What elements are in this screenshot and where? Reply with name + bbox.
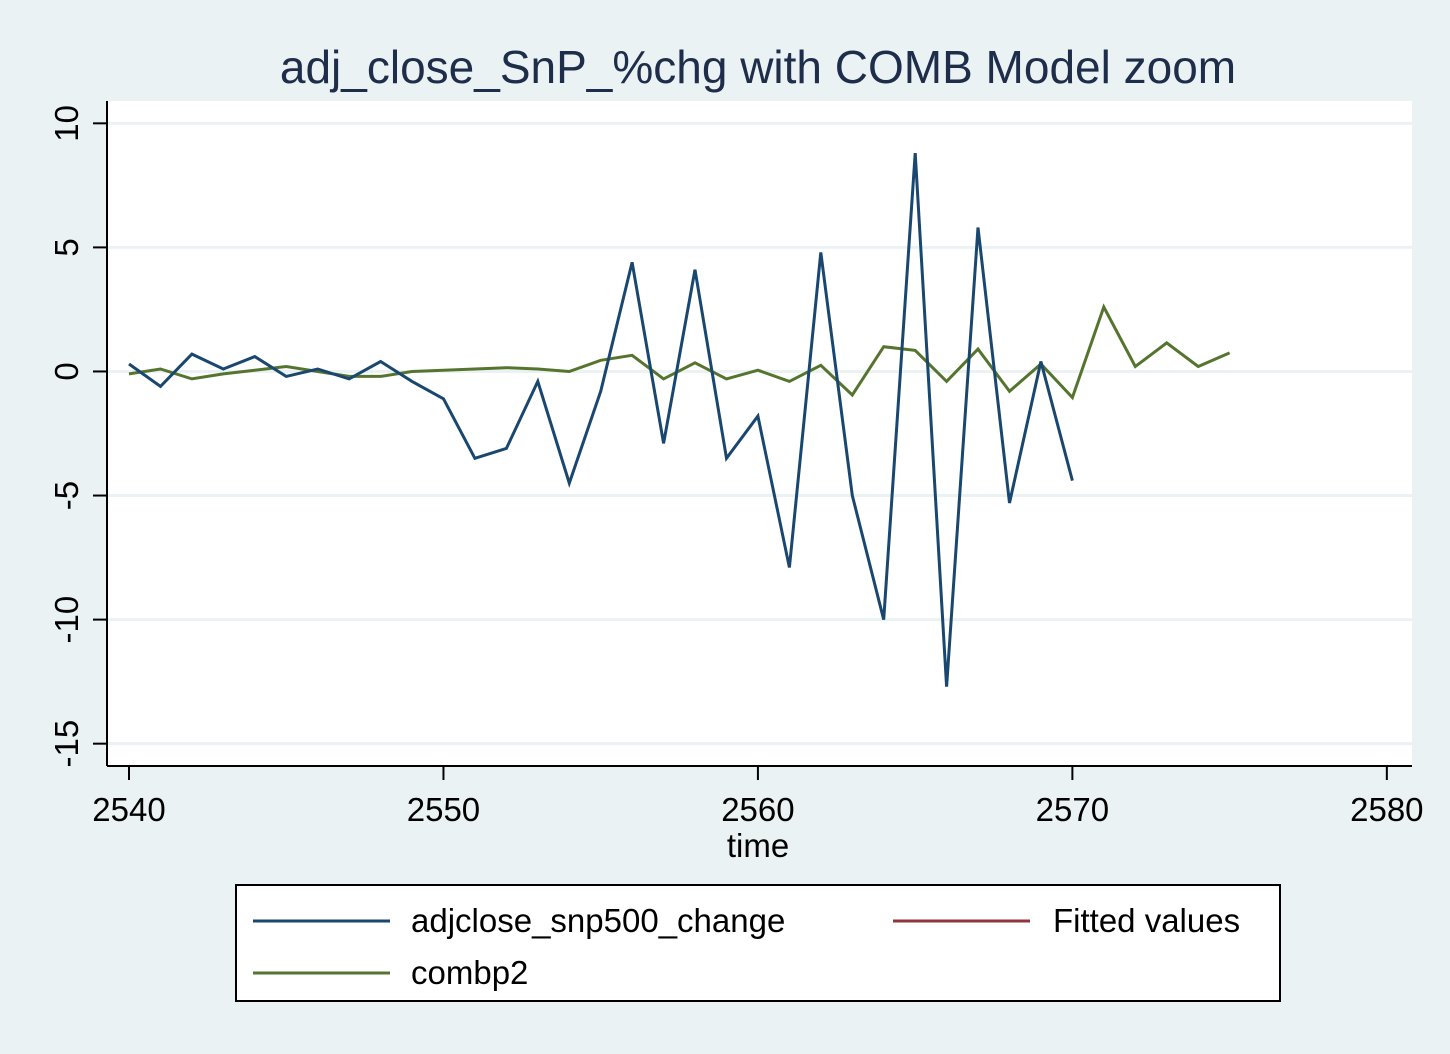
axes: -15 -10 -5 0 5 10 2540 2550 2560 2570 2580: [48, 101, 1424, 828]
x-tick-label: 2560: [721, 791, 794, 828]
chart-title: adj_close_SnP_%chg with COMB Model zoom: [280, 41, 1236, 93]
y-tick-label: -5: [48, 481, 85, 510]
legend-box: [235, 884, 1281, 1002]
x-tick-label: 2550: [407, 791, 480, 828]
series-lines: [128, 152, 1231, 687]
legend-label: adjclose_snp500_change: [411, 902, 785, 939]
legend-label: Fitted values: [1053, 902, 1240, 939]
x-tick-label: 2570: [1036, 791, 1109, 828]
y-tick-label: 0: [48, 362, 85, 380]
plot-area: [107, 101, 1412, 766]
y-tick-label: 5: [48, 238, 85, 256]
y-tick-label: -10: [48, 596, 85, 644]
legend-label: combp2: [411, 954, 528, 991]
y-tick-label: -15: [48, 720, 85, 768]
x-tick-label: 2580: [1350, 791, 1423, 828]
series-line-adjclose-snp500-change: [128, 152, 1074, 687]
legend: adjclose_snp500_change Fitted values combp…: [235, 884, 1281, 1002]
x-axis-label: time: [727, 827, 789, 864]
y-tick-label: 10: [48, 105, 85, 142]
x-tick-label: 2540: [92, 791, 165, 828]
